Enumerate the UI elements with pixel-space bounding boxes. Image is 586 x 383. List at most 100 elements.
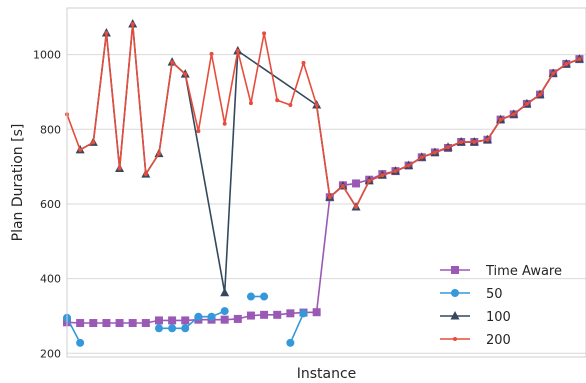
series-200-point <box>472 140 477 145</box>
series-200-point <box>367 178 372 183</box>
series-200-point <box>301 60 306 65</box>
series-200-point <box>327 195 332 200</box>
legend-100: 100 <box>440 310 511 325</box>
legend-50-label: 50 <box>486 287 503 302</box>
series-time-aware-point <box>286 309 295 318</box>
series-time-aware-point <box>102 319 111 328</box>
series-50-point <box>76 338 85 347</box>
series-200-line <box>66 23 580 208</box>
legend-50-marker <box>451 289 459 297</box>
series-200-point <box>354 204 359 209</box>
series-200-point <box>564 61 569 66</box>
series-time-aware-point <box>89 319 98 328</box>
y-tick-label: 200 <box>40 347 61 360</box>
series-time-aware-point <box>141 319 150 328</box>
plot-frame <box>66 7 586 358</box>
series-time-aware-line <box>66 58 580 324</box>
series-200-point <box>78 147 83 152</box>
y-axis-label: Plan Duration [s] <box>10 124 26 242</box>
series-layer <box>63 19 584 347</box>
series-200-point <box>130 22 135 27</box>
series-time-aware <box>63 55 584 328</box>
series-200-point <box>538 92 543 97</box>
series-50-point <box>260 292 269 301</box>
series-200-point <box>551 71 556 76</box>
legend: Time Aware 50 100 200 <box>440 264 562 348</box>
series-200-point <box>183 72 188 77</box>
series-time-aware-point <box>128 319 137 328</box>
x-axis-label: Instance <box>297 366 357 382</box>
series-time-aware-point <box>76 319 85 328</box>
series-100 <box>75 19 584 297</box>
legend-200-marker <box>453 337 457 341</box>
y-tick-label: 800 <box>40 123 61 136</box>
series-200-point <box>380 173 385 178</box>
y-tick-labels: 200 400 600 800 1000 <box>33 49 61 361</box>
series-200-point <box>288 103 293 108</box>
series-time-aware-point <box>233 314 242 323</box>
series-50-point <box>207 312 216 321</box>
series-200-point <box>209 51 214 56</box>
legend-100-marker <box>450 311 460 320</box>
series-time-aware-point <box>181 316 190 325</box>
series-50-point <box>168 324 177 333</box>
series-50-point <box>299 309 308 318</box>
series-time-aware-point <box>220 315 229 324</box>
series-time-aware-point <box>273 310 282 319</box>
series-50-line <box>66 317 81 344</box>
series-200-point <box>143 172 148 177</box>
series-50-point <box>220 307 229 316</box>
series-50-line <box>289 312 305 344</box>
series-200-point <box>104 31 109 36</box>
series-200-point <box>275 98 280 103</box>
series-200-point <box>314 103 319 108</box>
series-200-point <box>117 166 122 171</box>
series-200-point <box>235 48 240 53</box>
series-200-point <box>170 60 175 65</box>
series-50-point <box>194 312 203 321</box>
series-200-point <box>577 57 582 62</box>
series-50-point <box>246 292 255 301</box>
series-50-point <box>286 338 295 347</box>
y-tick-label: 1000 <box>33 49 61 62</box>
series-200-point <box>524 101 529 106</box>
series-200-point <box>156 151 161 156</box>
y-tick-label: 600 <box>40 198 61 211</box>
series-200 <box>65 22 582 209</box>
legend-time-aware-marker <box>451 266 459 274</box>
series-200-point <box>406 163 411 168</box>
series-time-aware-point <box>312 308 321 317</box>
legend-200-label: 200 <box>486 333 511 348</box>
legend-200: 200 <box>440 333 511 348</box>
series-200-point <box>459 140 464 145</box>
series-200-point <box>248 101 253 106</box>
legend-100-label: 100 <box>486 310 511 325</box>
series-200-point <box>340 184 345 189</box>
series-50-point <box>181 324 190 333</box>
series-200-point <box>432 150 437 155</box>
series-200-point <box>262 31 267 36</box>
legend-time-aware-label: Time Aware <box>485 264 562 279</box>
series-time-aware-point <box>260 310 269 319</box>
series-200-point <box>91 140 96 145</box>
series-time-aware-point <box>246 311 255 320</box>
series-200-point <box>446 145 451 150</box>
series-100-point <box>220 287 230 297</box>
gridlines <box>67 54 586 354</box>
series-200-point <box>196 129 201 134</box>
series-200-point <box>511 112 516 117</box>
series-time-aware-point <box>115 319 124 328</box>
series-time-aware-point <box>352 179 361 188</box>
plot-border <box>66 7 586 358</box>
series-200-point <box>222 121 227 126</box>
series-time-aware-point <box>168 316 177 325</box>
series-200-point <box>419 155 424 160</box>
legend-50: 50 <box>440 287 503 302</box>
series-200-point <box>393 169 398 174</box>
series-time-aware-point <box>154 316 163 325</box>
legend-time-aware: Time Aware <box>440 264 562 279</box>
series-200-point <box>498 117 503 122</box>
series-200-point <box>485 137 490 142</box>
y-tick-label: 400 <box>40 273 61 286</box>
